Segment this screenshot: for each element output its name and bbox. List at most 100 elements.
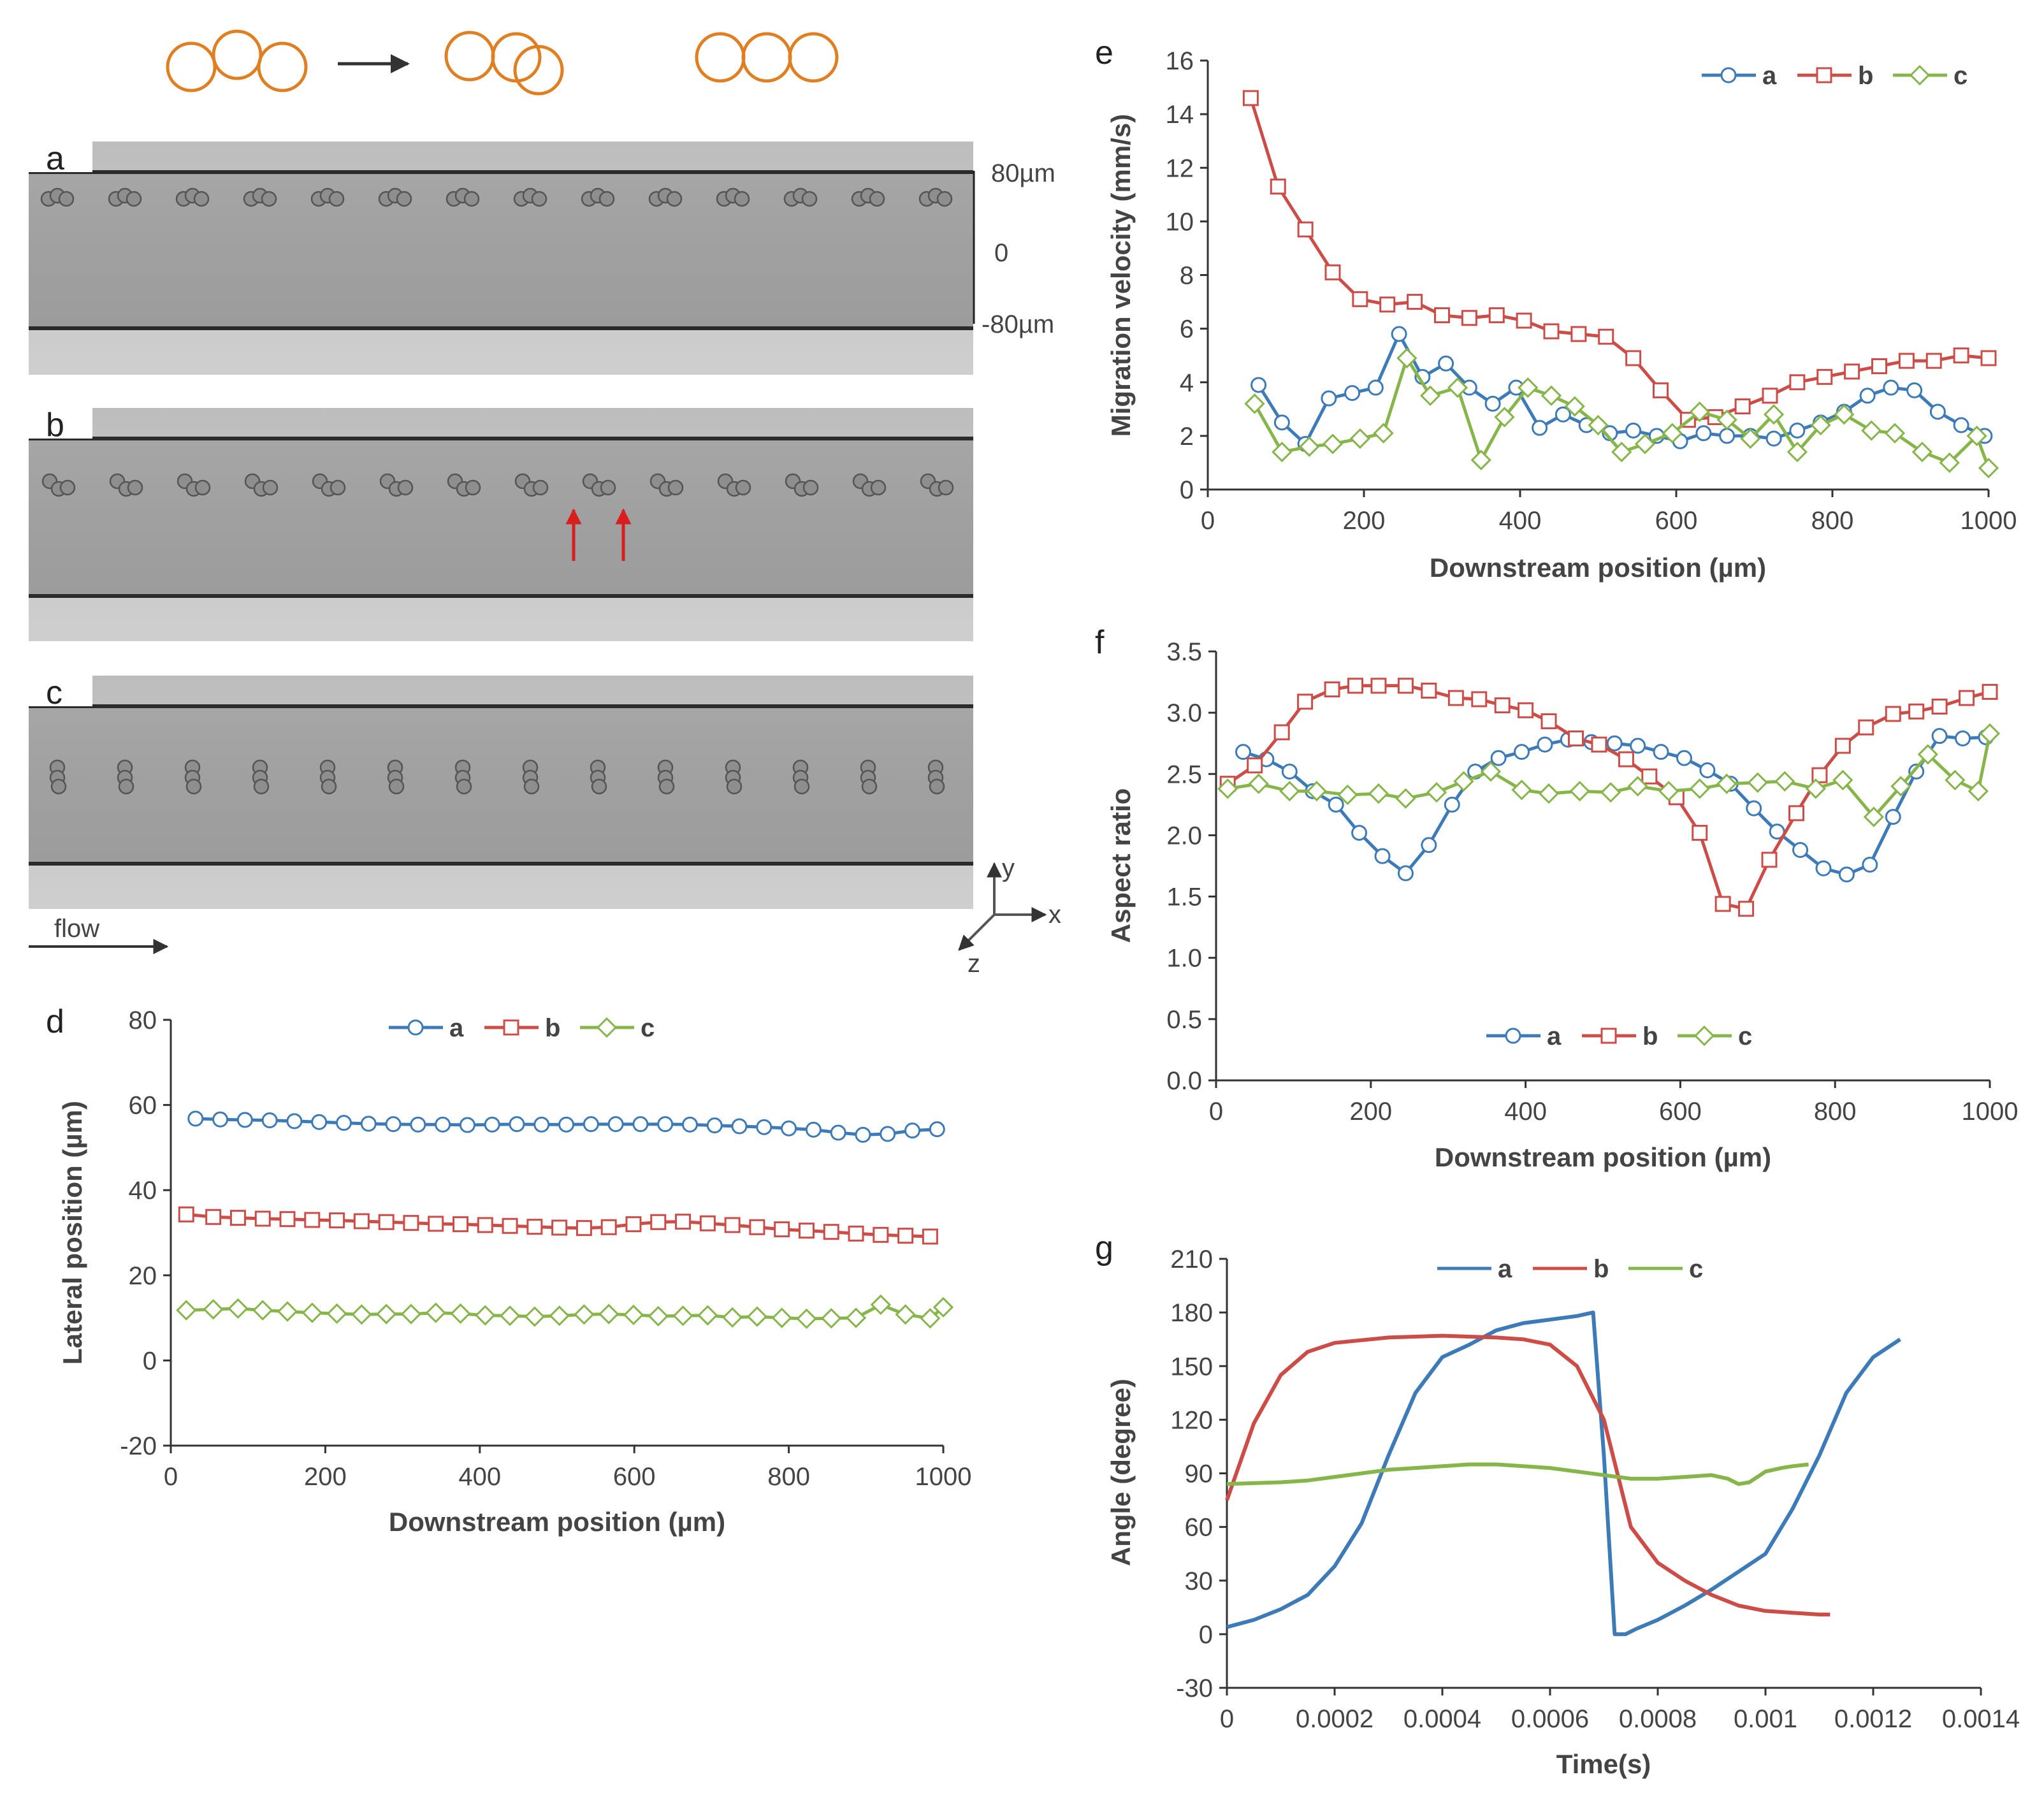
series-line-a xyxy=(1226,1310,1901,1636)
data-point xyxy=(1764,404,1785,425)
cell-cluster xyxy=(312,473,346,497)
cell-cluster xyxy=(920,473,954,497)
data-point xyxy=(1396,347,1417,369)
data-point xyxy=(403,1215,419,1231)
data-point xyxy=(503,1019,519,1036)
data-point xyxy=(353,1213,370,1230)
legend-label-c: c xyxy=(1689,1255,1703,1283)
data-point xyxy=(625,1216,642,1233)
data-point xyxy=(1351,825,1368,841)
data-point xyxy=(378,1214,395,1230)
micrograph-a: a xyxy=(29,140,973,375)
data-point xyxy=(1909,64,1931,86)
data-point xyxy=(1898,352,1915,369)
cell-cluster xyxy=(244,473,279,497)
cell-cluster xyxy=(649,473,684,497)
series-c xyxy=(1226,1462,1809,1486)
data-point xyxy=(1367,379,1384,396)
x-axis-title: Downstream position (µm) xyxy=(1430,553,1766,583)
data-point xyxy=(1373,423,1394,444)
data-point xyxy=(1627,776,1648,797)
y-tick-label: 12 xyxy=(1166,154,1194,182)
data-point xyxy=(558,1116,575,1133)
data-point xyxy=(1591,736,1607,753)
x-tick-label: 400 xyxy=(1499,507,1542,535)
data-point xyxy=(880,1126,896,1142)
y-tick-label: 8 xyxy=(1180,262,1194,290)
data-point xyxy=(453,1216,468,1233)
schematic-cell xyxy=(741,32,792,83)
cell xyxy=(194,479,211,496)
data-point xyxy=(1272,441,1293,463)
data-point xyxy=(1871,358,1887,375)
y-tick-label: 0 xyxy=(143,1347,157,1375)
data-point xyxy=(583,1116,599,1133)
y-tick-label: 210 xyxy=(1170,1245,1213,1274)
data-point xyxy=(407,1019,424,1036)
data-point xyxy=(212,1111,229,1128)
data-point xyxy=(830,1124,846,1141)
cell xyxy=(598,191,615,207)
data-point xyxy=(229,1210,246,1226)
data-point xyxy=(1484,395,1501,412)
data-point xyxy=(360,1115,377,1132)
data-point xyxy=(1689,401,1710,423)
data-point xyxy=(1789,374,1806,391)
data-point xyxy=(1789,422,1806,439)
series-line-b xyxy=(1249,98,1989,422)
data-point xyxy=(1625,422,1642,439)
data-point xyxy=(1352,291,1368,307)
cell xyxy=(801,191,818,207)
cell-cluster xyxy=(785,473,819,497)
data-point xyxy=(335,1115,352,1131)
data-point xyxy=(1634,433,1656,454)
data-point xyxy=(1471,691,1488,708)
data-point xyxy=(1862,857,1878,873)
schematic-cell xyxy=(695,32,746,83)
data-point xyxy=(1505,1027,1521,1044)
data-point xyxy=(675,1214,692,1230)
cell xyxy=(50,778,67,795)
data-point xyxy=(1885,809,1901,825)
cell-cluster xyxy=(310,187,345,207)
data-point xyxy=(1761,852,1778,868)
data-point xyxy=(329,1212,345,1229)
data-point xyxy=(697,1305,718,1326)
data-point xyxy=(1658,781,1679,802)
x-tick-label: 0.0002 xyxy=(1296,1705,1374,1733)
data-point xyxy=(1662,423,1683,444)
x-tick-label: 1000 xyxy=(1961,507,2017,535)
cell xyxy=(861,778,878,795)
data-point xyxy=(1217,778,1238,799)
data-point xyxy=(1929,403,1946,420)
data-point xyxy=(1279,781,1300,802)
panel-label-box xyxy=(29,676,92,706)
x-tick-label: 0 xyxy=(1201,507,1215,535)
triad-x-label: x xyxy=(1048,901,1061,929)
y-tick-label: 80 xyxy=(129,1006,157,1034)
data-point xyxy=(1281,763,1298,780)
data-point xyxy=(1734,398,1751,415)
data-point xyxy=(252,1300,273,1321)
data-point xyxy=(1890,776,1911,797)
data-point xyxy=(1885,706,1901,722)
data-point xyxy=(1693,1025,1715,1047)
y-tick-label: 120 xyxy=(1170,1406,1213,1434)
data-point xyxy=(1762,388,1778,404)
x-tick-label: 0 xyxy=(1220,1705,1234,1733)
data-point xyxy=(1434,307,1450,324)
cell xyxy=(667,479,684,496)
data-point xyxy=(1494,407,1515,428)
schematic-cell xyxy=(444,31,495,82)
x-tick-label: 0.0006 xyxy=(1511,1705,1589,1733)
triad-z-label: z xyxy=(968,950,980,978)
cell-cluster xyxy=(454,759,472,795)
cell-cluster xyxy=(590,759,607,795)
data-point xyxy=(845,1307,867,1328)
data-point xyxy=(895,1304,916,1325)
y-axis-title: Aspect ratio xyxy=(1106,788,1136,943)
data-point xyxy=(1588,414,1609,436)
micrographs: a b c xyxy=(29,140,973,909)
cell-cluster xyxy=(177,473,211,497)
data-point xyxy=(1695,425,1712,442)
